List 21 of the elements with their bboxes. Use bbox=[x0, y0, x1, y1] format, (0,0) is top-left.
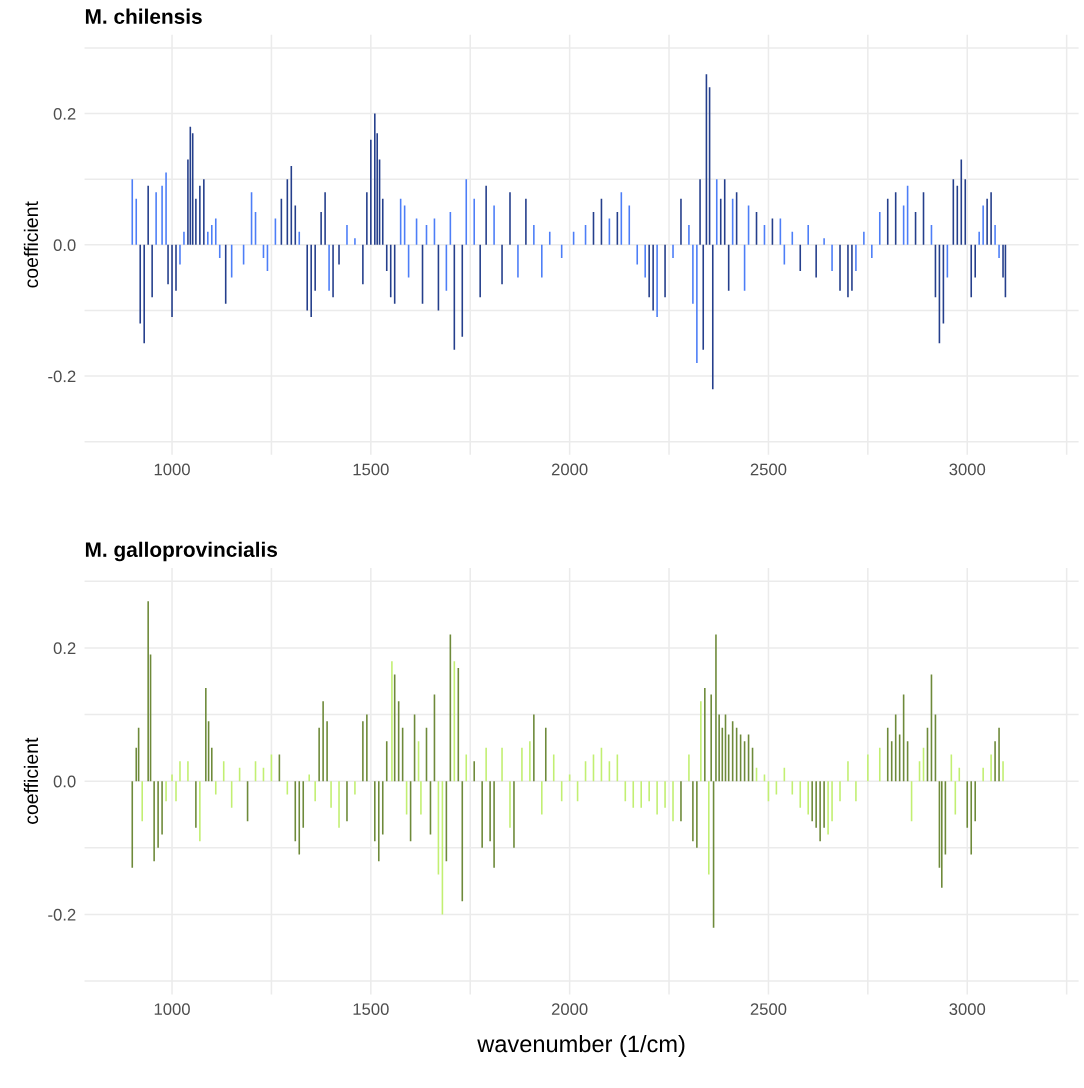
x-tick-label: 2500 bbox=[750, 463, 787, 476]
chart-title: M. chilensis bbox=[85, 8, 202, 24]
x-tick-label: 1500 bbox=[353, 1003, 389, 1016]
x-tick-label: 1500 bbox=[353, 463, 389, 476]
y-tick-label: -0.2 bbox=[48, 908, 76, 921]
y-axis-title: coefficient bbox=[23, 201, 39, 288]
x-tick-label: 2500 bbox=[750, 1003, 787, 1016]
y-tick-label: 0.0 bbox=[53, 239, 76, 251]
y-tick-label: -0.2 bbox=[48, 370, 76, 383]
x-tick-label: 3000 bbox=[949, 1003, 986, 1016]
x-tick-label: 1000 bbox=[154, 1003, 190, 1016]
x-tick-label: 2000 bbox=[551, 1003, 588, 1016]
y-tick-label: 0.2 bbox=[53, 107, 76, 120]
chart-title: M. galloprovincialis bbox=[85, 541, 278, 562]
y-tick-label: 0.2 bbox=[53, 642, 76, 655]
x-axis-title: wavenumber (1/cm) bbox=[477, 1034, 685, 1057]
x-tick-label: 3000 bbox=[949, 463, 986, 476]
y-axis-title: coefficient bbox=[23, 737, 39, 824]
y-tick-label: 0.0 bbox=[53, 775, 76, 788]
x-tick-label: 1000 bbox=[154, 463, 190, 476]
x-tick-label: 2000 bbox=[551, 463, 588, 476]
